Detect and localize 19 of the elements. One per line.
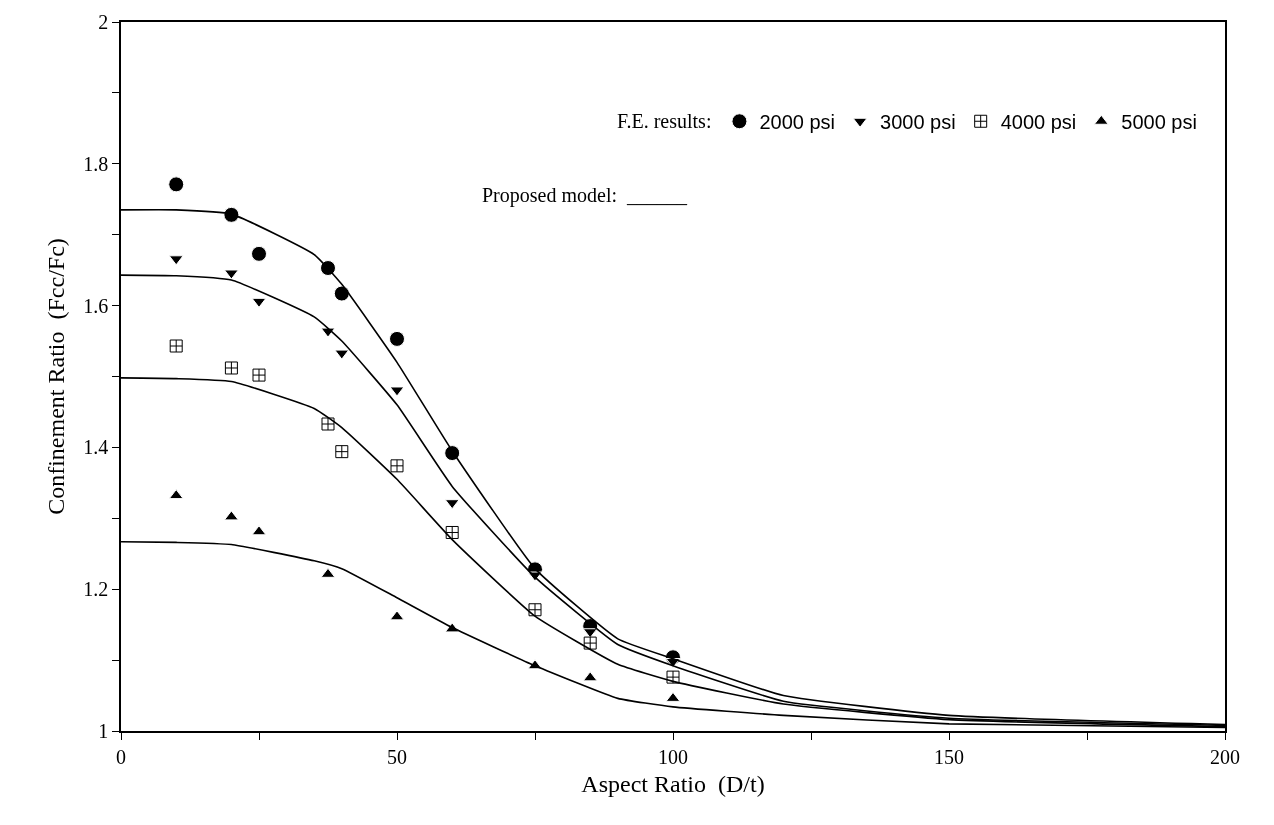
y-tick-label: 1.2: [83, 578, 109, 601]
y-tick-label: 1: [98, 720, 109, 742]
y-tick-label: 1.8: [83, 152, 109, 175]
x-axis-title: Aspect Ratio (D/t): [581, 770, 765, 797]
y-tick-label: 1.4: [83, 436, 109, 459]
x-tick-label: 200: [1210, 745, 1240, 768]
y-axis-title: Confinement Ratio (Fcc/Fc): [42, 238, 69, 515]
legend-label: 4000 psi: [1000, 111, 1077, 134]
y-tick-label: 2: [98, 11, 109, 33]
legend-label: 5000 psi: [1121, 111, 1197, 134]
x-tick-label: 50: [387, 745, 407, 768]
legend-title: F.E. results:: [616, 109, 712, 132]
x-tick-label: 100: [658, 745, 688, 768]
legend-label: 2000 psi: [759, 111, 836, 134]
x-tick-label: 150: [934, 745, 964, 768]
annotation: Proposed model: ______: [482, 184, 688, 207]
legend-label: 3000 psi: [880, 111, 956, 134]
y-tick-label: 1.6: [83, 294, 109, 317]
x-tick-label: 0: [116, 745, 126, 768]
